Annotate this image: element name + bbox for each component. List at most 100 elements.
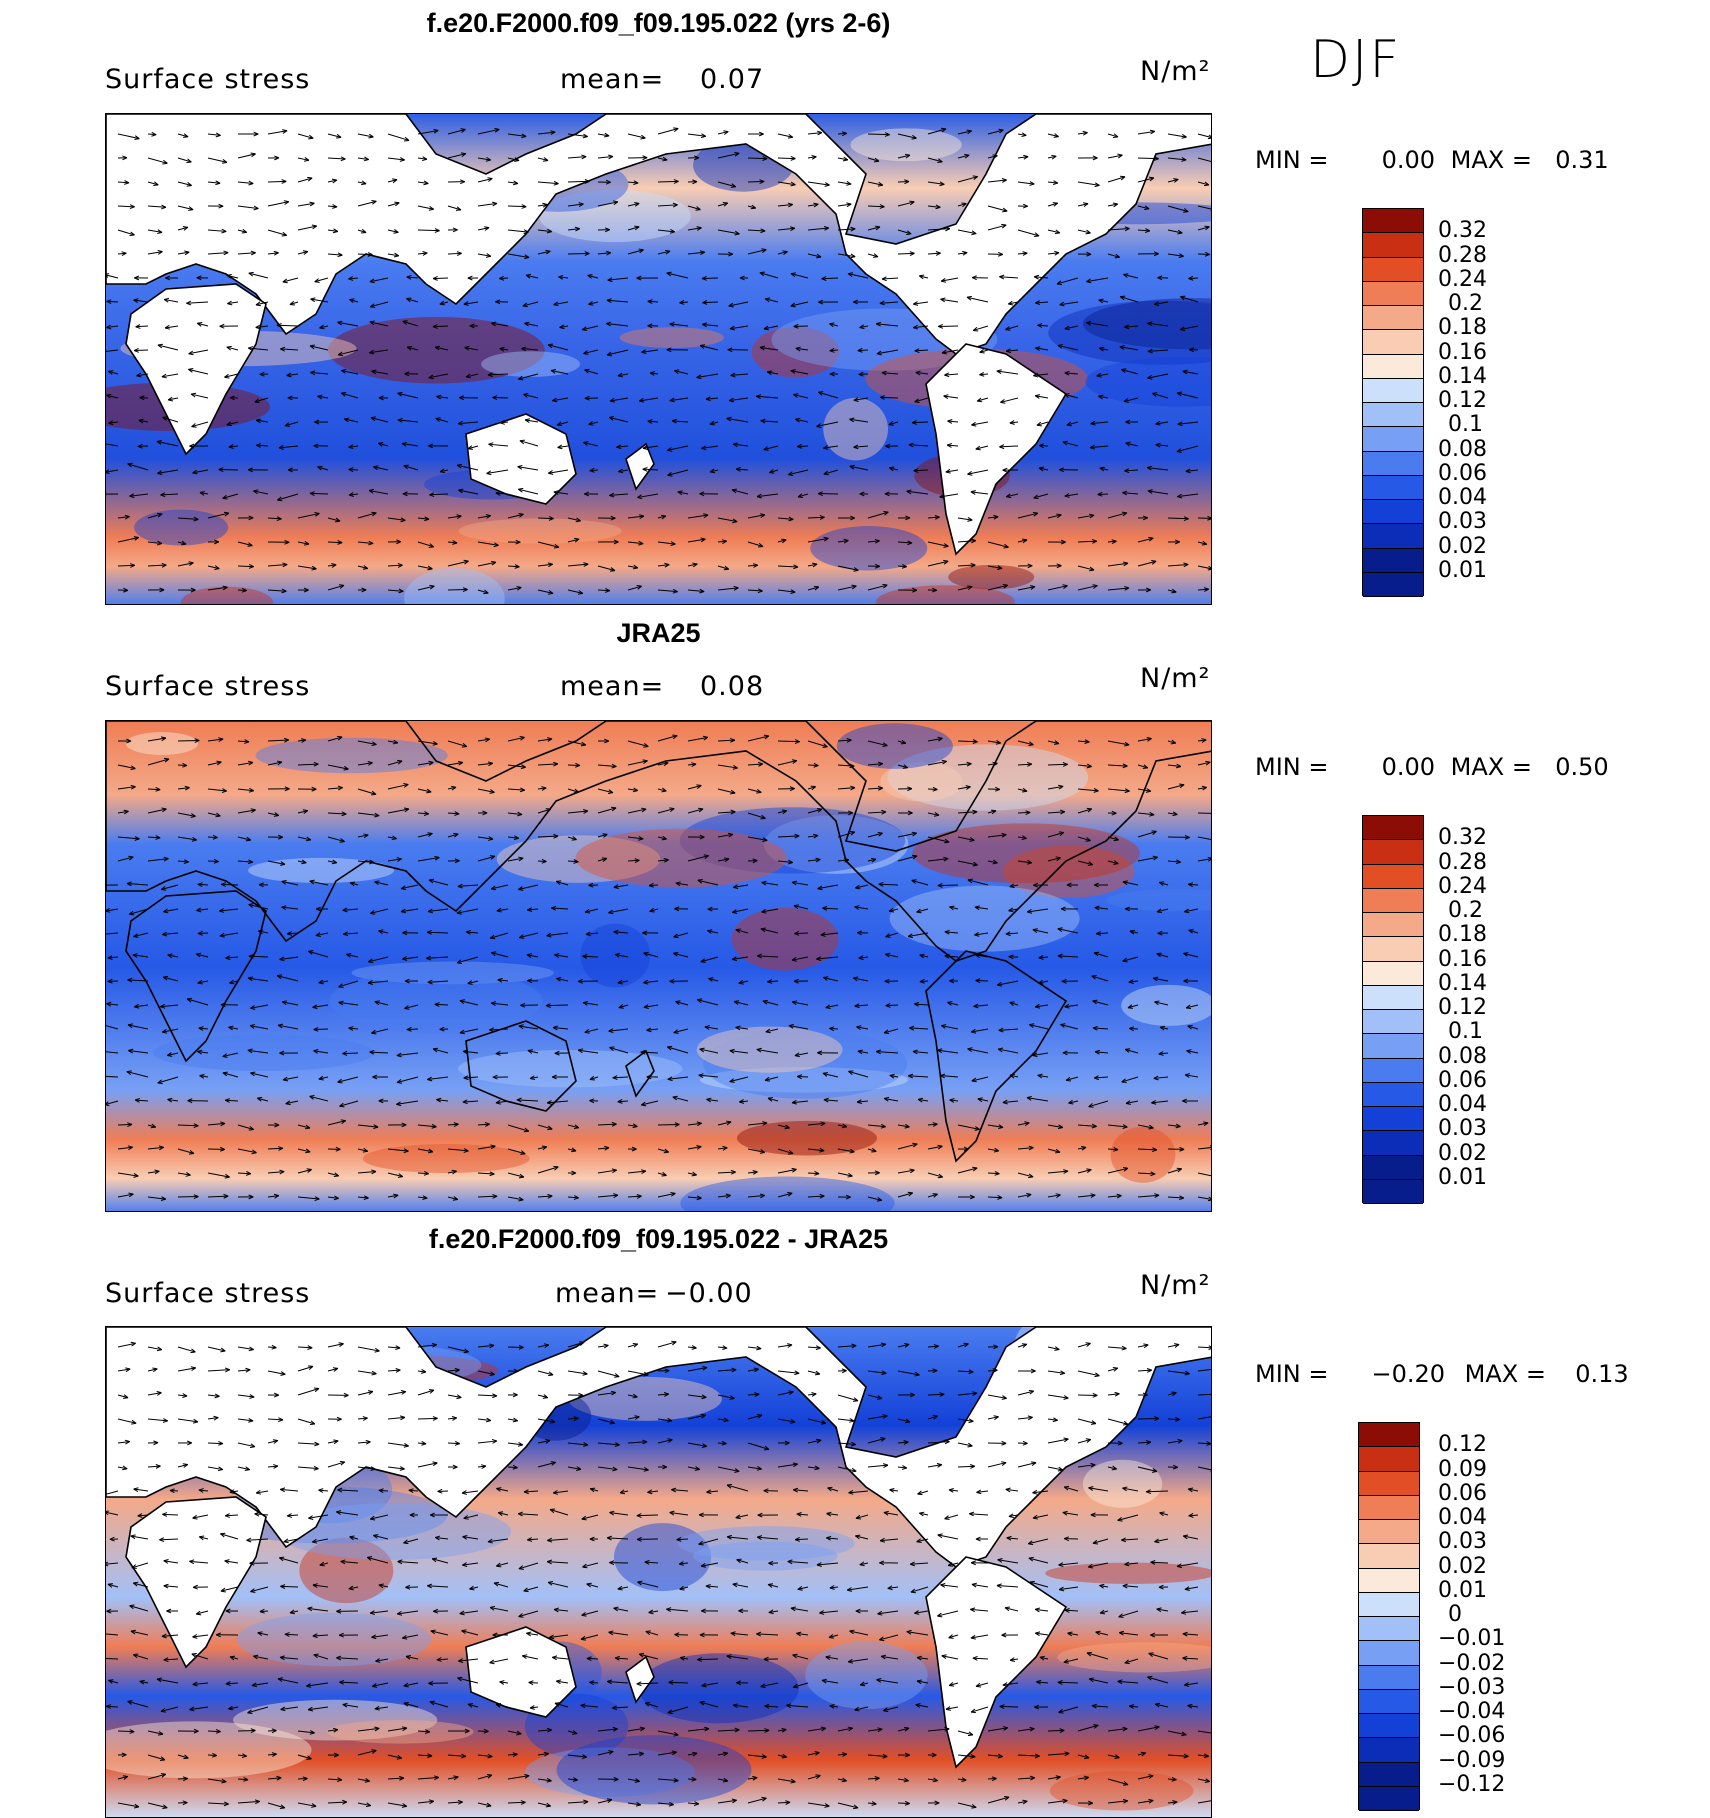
colorbar-tick-label: −0.04 [1438,1699,1505,1724]
colorbar-tick-label: 0.04 [1438,1505,1487,1530]
colorbar-tick-label: 0.18 [1438,922,1487,947]
panel-2-map-plot [106,721,1212,1212]
colorbar-tick-label: 0.08 [1438,1044,1487,1069]
colorbar-tick-label: 0.03 [1438,509,1487,534]
colorbar-tick-label: 0.06 [1438,1068,1487,1093]
colorbar-swatch [1359,1666,1419,1690]
panel-1-max-label: MAX = [1451,146,1551,174]
colorbar-tick-label: 0.02 [1438,534,1487,559]
panel-3-max-label: MAX = [1465,1360,1565,1388]
colorbar-swatch [1359,1714,1419,1738]
colorbar-tick-label: 0.04 [1438,485,1487,510]
colorbar-swatch [1363,1107,1423,1131]
panel-2-mean-value: 0.08 [700,671,764,702]
panel-2-max-value: 0.50 [1551,753,1609,781]
colorbar-swatch [1363,330,1423,354]
colorbar-swatch [1363,524,1423,548]
colorbar-swatch [1359,1738,1419,1762]
colorbar-swatch [1359,1447,1419,1471]
colorbar-swatch [1359,1423,1419,1447]
colorbar-tick-label: 0.1 [1448,412,1483,437]
colorbar-tick-label: 0.01 [1438,1578,1487,1603]
panel-3-colorbar [1358,1422,1420,1810]
colorbar-tick-label: 0.03 [1438,1529,1487,1554]
panel-2-max-label: MAX = [1451,753,1551,781]
colorbar-swatch [1363,452,1423,476]
colorbar-swatch [1363,986,1423,1010]
colorbar-tick-label: 0.01 [1438,1165,1487,1190]
colorbar-tick-label: 0.02 [1438,1554,1487,1579]
colorbar-swatch [1363,355,1423,379]
panel-1-mean-value: 0.07 [700,64,764,95]
colorbar-swatch [1363,1131,1423,1155]
colorbar-tick-label: 0.32 [1438,825,1487,850]
colorbar-swatch [1363,427,1423,451]
panel-1-units: N/m² [1140,56,1210,87]
panel-3-mean-label: mean= [555,1278,659,1309]
panel-2-mean-label: mean= [560,671,664,702]
colorbar-tick-label: −0.03 [1438,1675,1505,1700]
colorbar-swatch [1363,209,1423,233]
panel-1-map-plot [106,114,1212,605]
panel-1-variable: Surface stress [105,64,310,95]
colorbar-tick-label: 0.04 [1438,1092,1487,1117]
colorbar-swatch [1363,476,1423,500]
panel-2-min-value: 0.00 [1365,753,1435,781]
panel-2-map [105,720,1212,1212]
panel-3-min-label: MIN = [1255,1360,1353,1388]
colorbar-tick-label: 0.08 [1438,437,1487,462]
colorbar-swatch [1363,816,1423,840]
colorbar-tick-label: −0.01 [1438,1626,1505,1651]
panel-3-minmax: MIN =−0.20 MAX =0.13 [1255,1360,1629,1388]
panel-1-min-label: MIN = [1255,146,1365,174]
panel-1-max-value: 0.31 [1551,146,1609,174]
panel-2-minmax: MIN =0.00 MAX =0.50 [1255,753,1609,781]
colorbar-swatch [1359,1472,1419,1496]
colorbar-swatch [1359,1641,1419,1665]
colorbar-swatch [1359,1520,1419,1544]
colorbar-swatch [1363,282,1423,306]
colorbar-swatch [1363,233,1423,257]
season-label: DJF [1310,30,1401,90]
colorbar-tick-label: 0 [1448,1602,1462,1627]
colorbar-tick-label: 0.12 [1438,1432,1487,1457]
colorbar-swatch [1359,1544,1419,1568]
panel-3-variable: Surface stress [105,1278,310,1309]
panel-3-map-plot [106,1327,1212,1818]
colorbar-swatch [1363,258,1423,282]
colorbar-swatch [1359,1593,1419,1617]
colorbar-tick-label: 0.1 [1448,1019,1483,1044]
colorbar-swatch [1363,549,1423,573]
panel-3-units: N/m² [1140,1270,1210,1301]
panel-1-mean-label: mean= [560,64,664,95]
colorbar-tick-label: −0.09 [1438,1748,1505,1773]
colorbar-swatch [1363,937,1423,961]
panel-2-units: N/m² [1140,663,1210,694]
colorbar-tick-label: 0.14 [1438,971,1487,996]
colorbar-tick-label: −0.06 [1438,1723,1505,1748]
colorbar-tick-label: 0.09 [1438,1457,1487,1482]
colorbar-swatch [1359,1569,1419,1593]
colorbar-tick-label: 0.01 [1438,558,1487,583]
colorbar-tick-label: 0.06 [1438,461,1487,486]
panel-3-title: f.e20.F2000.f09_f09.195.022 - JRA25 [105,1224,1212,1255]
colorbar-swatch [1363,500,1423,524]
colorbar-swatch [1363,1180,1423,1204]
colorbar-tick-label: −0.02 [1438,1651,1505,1676]
panel-3-min-value: −0.20 [1353,1360,1445,1388]
colorbar-tick-label: 0.28 [1438,850,1487,875]
colorbar-swatch [1363,306,1423,330]
colorbar-tick-label: 0.18 [1438,315,1487,340]
colorbar-tick-label: 0.12 [1438,995,1487,1020]
colorbar-tick-label: 0.24 [1438,267,1487,292]
panel-2-title: JRA25 [105,618,1212,649]
colorbar-swatch [1363,573,1423,597]
colorbar-swatch [1363,1034,1423,1058]
colorbar-swatch [1363,840,1423,864]
panel-2-colorbar [1362,815,1424,1203]
colorbar-tick-label: 0.24 [1438,874,1487,899]
colorbar-tick-label: 0.28 [1438,243,1487,268]
colorbar-swatch [1363,1010,1423,1034]
colorbar-tick-label: 0.2 [1448,898,1483,923]
colorbar-swatch [1363,403,1423,427]
